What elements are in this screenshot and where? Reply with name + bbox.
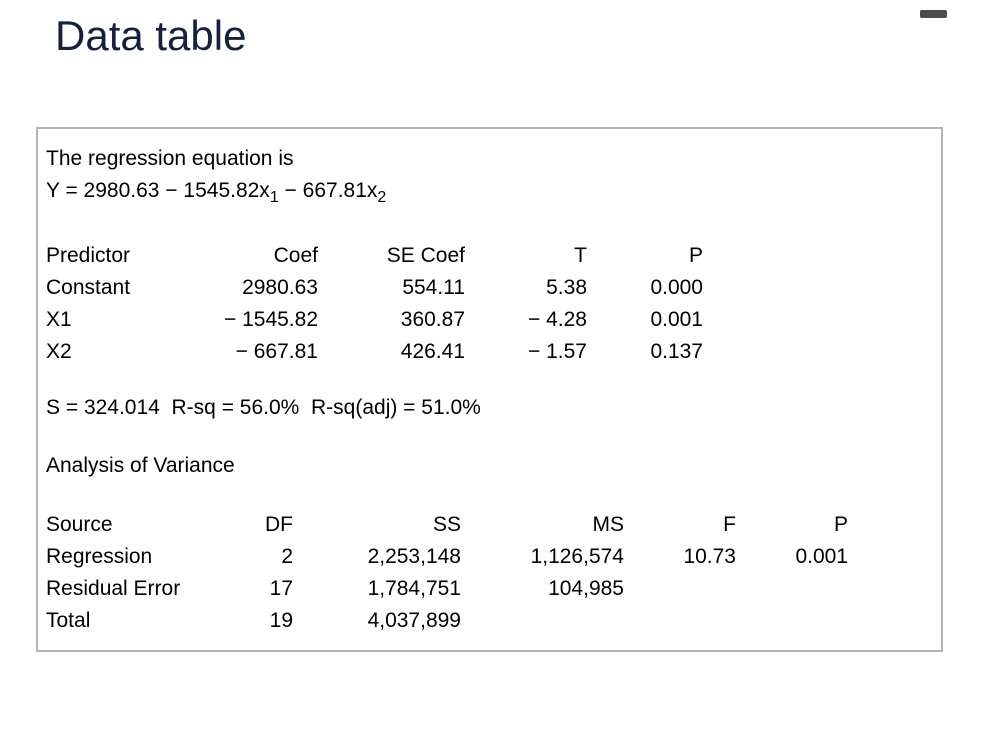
anova-header-row: Source DF SS MS F P <box>46 509 848 541</box>
cell-se-coef: 360.87 <box>400 308 465 331</box>
table-row: X2 − 667.81 426.41 − 1.57 0.137 <box>46 336 703 368</box>
table-row: X1 − 1545.82 360.87 − 4.28 0.001 <box>46 304 703 336</box>
column-header: F <box>723 513 736 536</box>
cell-p <box>736 605 848 637</box>
cell-source: Regression <box>46 545 153 568</box>
column-header: T <box>574 244 587 267</box>
column-header: MS <box>592 513 625 536</box>
cell-f <box>624 573 736 605</box>
anova-heading: Analysis of Variance <box>46 454 235 477</box>
cell-ms <box>461 605 624 637</box>
cell-t: 5.38 <box>546 276 587 299</box>
cell-coef: − 667.81 <box>235 340 318 363</box>
cell-df: 2 <box>281 545 293 568</box>
regression-output-box: The regression equation is Y = 2980.63 −… <box>36 127 943 652</box>
cell-p: 0.001 <box>795 545 848 568</box>
cell-t: − 1.57 <box>528 340 587 363</box>
cell-f <box>624 605 736 637</box>
coefficients-header-row: Predictor Coef SE Coef T P <box>46 240 703 272</box>
cell-se-coef: 554.11 <box>402 276 465 299</box>
equation-part: Y = 2980.63 − 1545.82x <box>46 179 270 202</box>
column-header: Coef <box>273 244 318 267</box>
cell-source: Residual Error <box>46 577 181 600</box>
cell-t: − 4.28 <box>528 308 587 331</box>
equation-intro-text: The regression equation is <box>46 147 294 170</box>
regression-equation: Y = 2980.63 − 1545.82x1 − 667.81x2 <box>46 175 933 207</box>
cell-df: 17 <box>269 577 293 600</box>
cell-p: 0.001 <box>650 308 703 331</box>
column-header: SE Coef <box>386 244 465 267</box>
cell-predictor: X2 <box>46 340 72 363</box>
cell-ss: 4,037,899 <box>367 609 461 632</box>
cell-p: 0.000 <box>650 276 703 299</box>
column-header: SS <box>432 513 461 536</box>
model-summary-text: S = 324.014 R-sq = 56.0% R-sq(adj) = 51.… <box>46 396 481 419</box>
cell-p <box>736 573 848 605</box>
cell-ms: 104,985 <box>548 577 624 600</box>
equation-part: − 667.81x <box>278 179 378 202</box>
cell-ms: 1,126,574 <box>530 545 624 568</box>
cell-f: 10.73 <box>683 545 736 568</box>
equation-subscript: 1 <box>269 189 279 206</box>
table-row: Regression 2 2,253,148 1,126,574 10.73 0… <box>46 541 848 573</box>
cell-coef: − 1545.82 <box>223 308 318 331</box>
cell-source: Total <box>46 609 91 632</box>
cell-predictor: X1 <box>46 308 72 331</box>
cell-p: 0.137 <box>650 340 703 363</box>
table-row: Total 19 4,037,899 <box>46 605 848 637</box>
column-header: P <box>688 244 703 267</box>
cell-ss: 2,253,148 <box>367 545 461 568</box>
cell-coef: 2980.63 <box>242 276 318 299</box>
minimize-bar-icon[interactable] <box>920 10 947 18</box>
table-row: Constant 2980.63 554.11 5.38 0.000 <box>46 272 703 304</box>
cell-predictor: Constant <box>46 276 131 299</box>
cell-df: 19 <box>269 609 293 632</box>
column-header: Source <box>46 513 113 536</box>
cell-se-coef: 426.41 <box>400 340 465 363</box>
column-header: DF <box>265 513 293 536</box>
anova-table: Source DF SS MS F P Regression 2 2,253,1… <box>46 509 848 637</box>
page-title: Data table <box>55 12 247 59</box>
coefficients-table: Predictor Coef SE Coef T P Constant 2980… <box>46 240 703 368</box>
column-header: P <box>833 513 848 536</box>
table-row: Residual Error 17 1,784,751 104,985 <box>46 573 848 605</box>
equation-subscript: 2 <box>377 189 387 206</box>
column-header: Predictor <box>46 244 131 267</box>
cell-ss: 1,784,751 <box>367 577 461 600</box>
